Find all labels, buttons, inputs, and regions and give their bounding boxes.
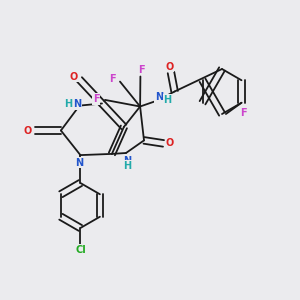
Text: O: O [24,125,32,136]
Text: F: F [109,74,116,84]
Text: H: H [163,95,172,105]
Text: F: F [139,65,145,75]
Text: F: F [93,94,99,104]
Text: N: N [75,158,83,168]
Text: N: N [73,99,82,110]
Text: N: N [123,155,132,166]
Text: Cl: Cl [75,244,86,255]
Text: H: H [123,161,132,171]
Text: O: O [165,61,174,72]
Text: N: N [155,92,163,103]
Text: O: O [70,71,78,82]
Text: O: O [166,138,174,148]
Text: F: F [241,108,247,118]
Text: H: H [64,99,72,110]
